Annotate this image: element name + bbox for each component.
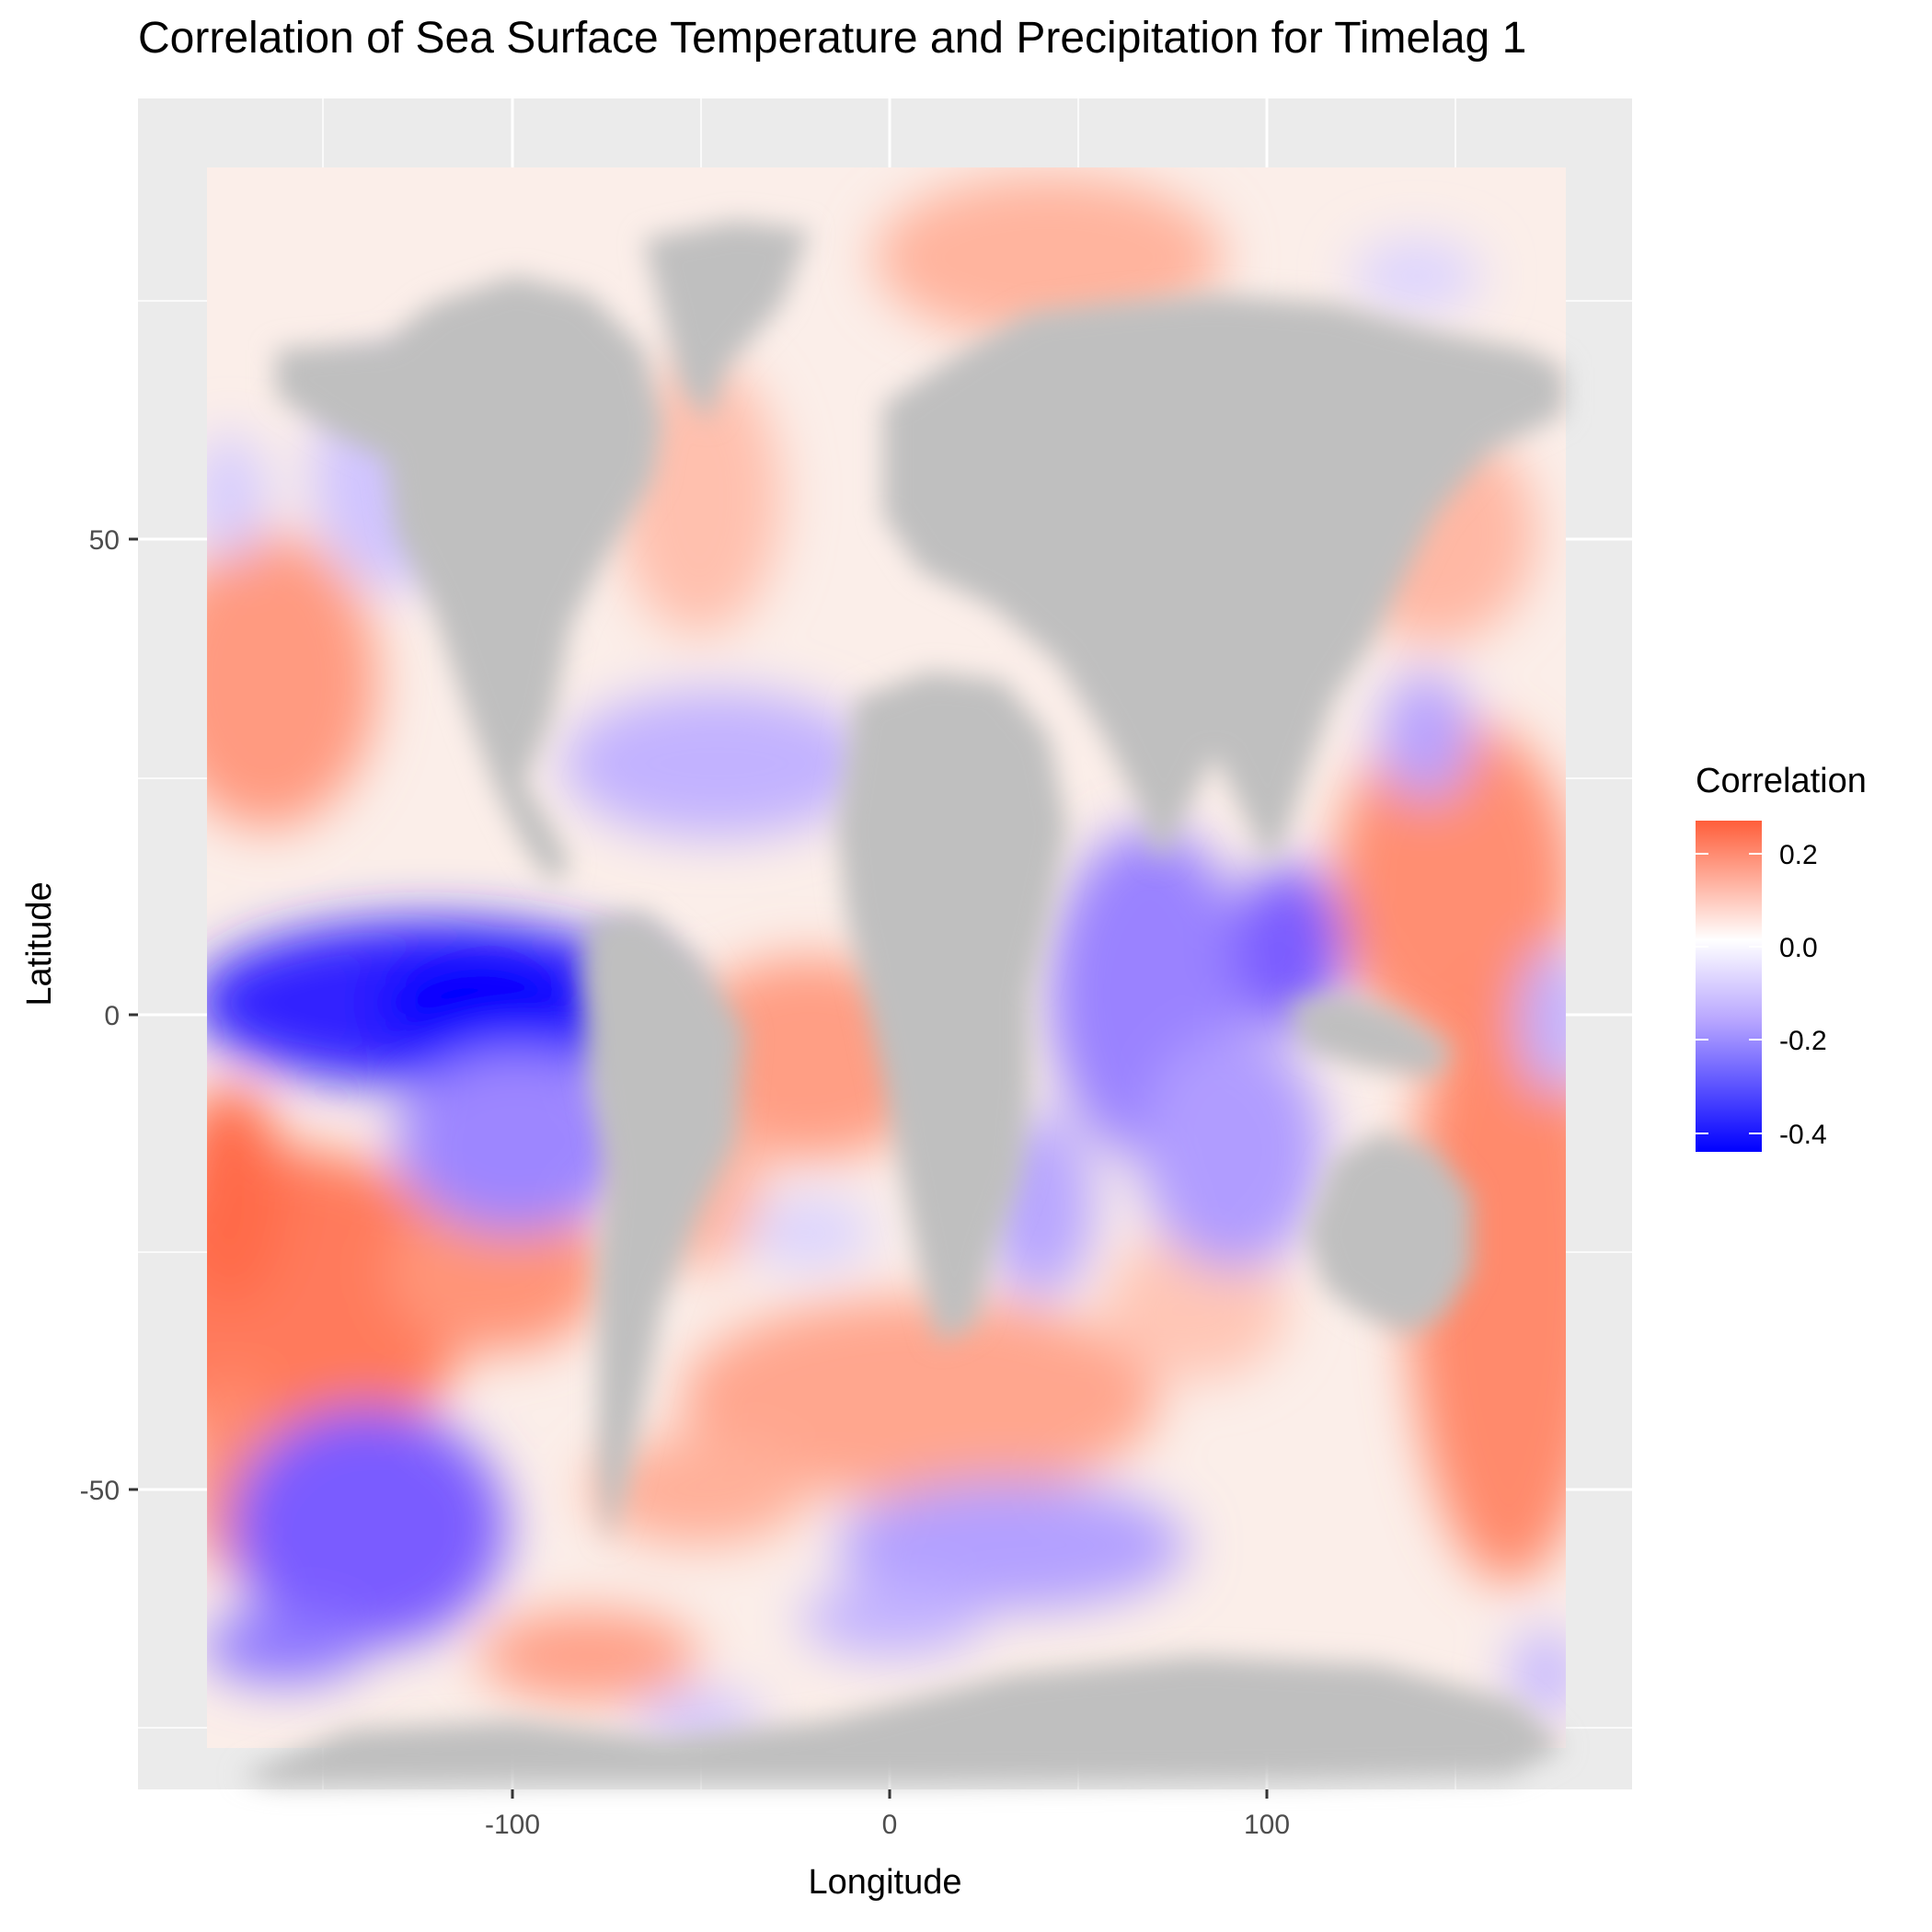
colorbar-tick-label: 0.0 <box>1779 933 1818 963</box>
antarctica-land <box>239 1656 1564 1785</box>
land-masses <box>239 221 1564 1785</box>
x-tick-label: -100 <box>485 1810 540 1840</box>
y-tick-label: 0 <box>104 1001 120 1031</box>
colorbar-tick-label: -0.4 <box>1779 1120 1827 1150</box>
axis-ticks <box>129 537 1269 1799</box>
eurasia-land <box>883 294 1564 865</box>
x-tick-label: 100 <box>1244 1810 1290 1840</box>
greenland-land <box>644 221 810 423</box>
chart-title: Correlation of Sea Surface Temperature a… <box>138 14 1527 63</box>
colorbar-tick-label: 0.2 <box>1779 840 1818 870</box>
legend: Correlation <box>1696 762 1867 801</box>
africa-land <box>837 672 1067 1343</box>
colorbar-ticks <box>1696 853 1762 1134</box>
legend-title: Correlation <box>1696 762 1867 800</box>
x-tick-label: 0 <box>882 1810 898 1840</box>
x-axis-title: Longitude <box>809 1863 962 1902</box>
indonesia-land <box>1288 994 1454 1076</box>
y-axis-title: Latitude <box>20 881 59 1006</box>
y-tick-label: 50 <box>89 525 120 556</box>
south-america-land <box>580 911 745 1546</box>
colorbar <box>1696 821 1762 1152</box>
y-tick-label: -50 <box>80 1476 120 1506</box>
australia-land <box>1306 1132 1472 1334</box>
north-america-land <box>276 276 662 883</box>
colorbar-tick-label: -0.2 <box>1779 1026 1827 1056</box>
